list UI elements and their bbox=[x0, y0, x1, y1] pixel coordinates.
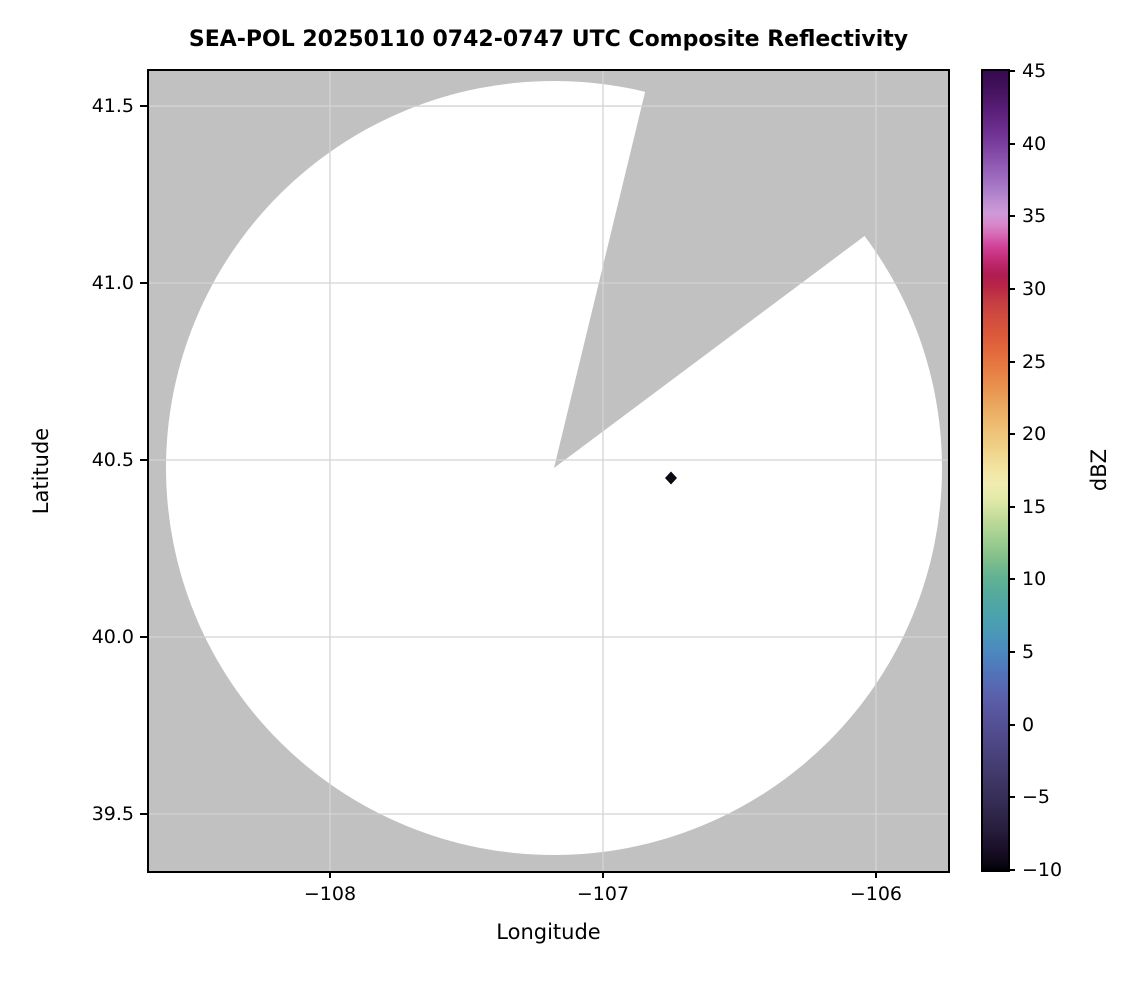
colorbar-tick-label: 20 bbox=[1022, 423, 1047, 446]
grid-lines bbox=[149, 71, 948, 871]
colorbar-tick-mark bbox=[1008, 360, 1015, 363]
x-tick-label: −107 bbox=[576, 883, 630, 905]
plot-area bbox=[147, 69, 950, 873]
x-tick-label: −108 bbox=[303, 883, 357, 905]
colorbar-tick-label: 0 bbox=[1022, 713, 1035, 736]
colorbar-tick-label: 25 bbox=[1022, 350, 1047, 373]
colorbar-tick-mark bbox=[1008, 505, 1015, 508]
colorbar-tick-label: −10 bbox=[1022, 859, 1063, 881]
colorbar-tick-label: 5 bbox=[1022, 641, 1035, 664]
colorbar bbox=[981, 69, 1010, 872]
no-data-sector-wedge bbox=[554, 71, 948, 468]
y-tick-mark bbox=[140, 105, 147, 108]
y-tick-label: 39.5 bbox=[91, 803, 134, 825]
y-tick-mark bbox=[140, 459, 147, 462]
colorbar-tick-mark bbox=[1008, 70, 1015, 72]
colorbar-tick-mark bbox=[1008, 287, 1015, 290]
x-tick-mark bbox=[601, 871, 604, 878]
colorbar-tick-label: −5 bbox=[1022, 786, 1051, 809]
colorbar-tick-mark bbox=[1008, 142, 1015, 145]
radar-plot-svg bbox=[149, 71, 948, 871]
x-tick-mark bbox=[328, 871, 331, 878]
colorbar-tick-label: 40 bbox=[1022, 132, 1047, 155]
colorbar-tick-label: 35 bbox=[1022, 205, 1047, 228]
colorbar-tick-mark bbox=[1008, 215, 1015, 218]
colorbar-tick-mark bbox=[1008, 651, 1015, 654]
echo-dot bbox=[665, 471, 677, 485]
colorbar-tick-label: 15 bbox=[1022, 495, 1047, 518]
colorbar-tick-label: 10 bbox=[1022, 568, 1047, 591]
colorbar-tick-mark bbox=[1008, 433, 1015, 436]
colorbar-tick-mark bbox=[1008, 578, 1015, 581]
y-tick-label: 41.0 bbox=[91, 272, 134, 295]
y-tick-label: 41.5 bbox=[91, 95, 134, 118]
y-tick-label: 40.5 bbox=[91, 449, 134, 472]
y-tick-label: 40.0 bbox=[91, 626, 134, 649]
colorbar-tick-mark bbox=[1008, 796, 1015, 799]
x-tick-mark bbox=[874, 871, 877, 878]
chart-title: SEA-POL 20250110 0742-0747 UTC Composite… bbox=[188, 27, 909, 52]
colorbar-tick-mark bbox=[1008, 723, 1015, 726]
colorbar-tick-mark bbox=[1008, 869, 1015, 871]
y-tick-mark bbox=[140, 282, 147, 285]
y-tick-mark bbox=[140, 636, 147, 639]
x-tick-label: −106 bbox=[849, 883, 903, 905]
colorbar-tick-label: 30 bbox=[1022, 277, 1047, 300]
colorbar-label: dBZ bbox=[1087, 448, 1111, 492]
y-tick-mark bbox=[140, 813, 147, 815]
x-axis-label: Longitude bbox=[496, 920, 601, 944]
colorbar-tick-label: 45 bbox=[1022, 60, 1047, 82]
